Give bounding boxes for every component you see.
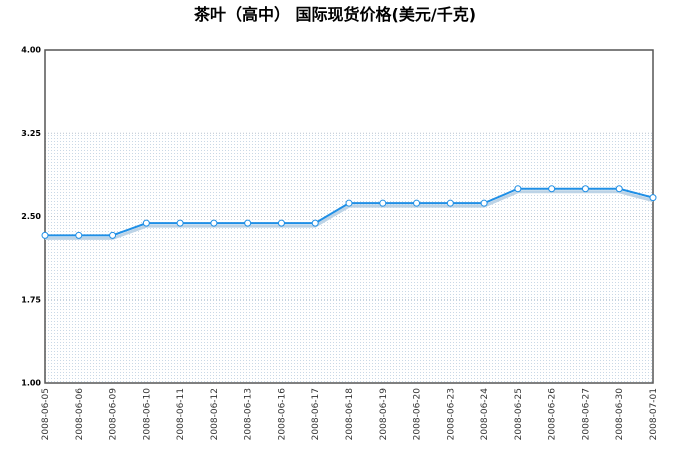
x-tick-label: 2008-07-01 <box>649 388 659 440</box>
x-tick-label: 2008-06-27 <box>581 388 591 440</box>
point <box>311 219 319 227</box>
x-tick-label: 2008-06-05 <box>41 388 51 440</box>
x-tick-label: 2008-06-20 <box>413 388 423 441</box>
x-tick-label: 2008-06-11 <box>176 388 186 440</box>
x-tick-label: 2008-06-16 <box>277 388 287 441</box>
point <box>615 185 623 193</box>
point <box>413 199 421 207</box>
point <box>277 219 285 227</box>
point <box>142 219 150 227</box>
point <box>649 194 657 202</box>
point <box>109 231 117 239</box>
x-tick-label: 2008-06-30 <box>615 388 625 441</box>
x-tick-label: 2008-06-19 <box>379 388 389 441</box>
point <box>210 219 218 227</box>
point <box>75 231 83 239</box>
point <box>176 219 184 227</box>
y-tick-label: 4.00 <box>21 46 41 55</box>
point <box>446 199 454 207</box>
point <box>345 199 353 207</box>
x-tick-label: 2008-06-23 <box>446 388 456 440</box>
point <box>548 185 556 193</box>
x-tick-label: 2008-06-09 <box>109 388 119 441</box>
point <box>581 185 589 193</box>
x-tick-label: 2008-06-13 <box>244 388 254 440</box>
y-tick-label: 2.50 <box>21 212 41 221</box>
y-tick-label: 1.00 <box>21 379 41 388</box>
point <box>41 231 49 239</box>
x-tick-label: 2008-06-12 <box>210 388 220 440</box>
x-tick-label: 2008-06-26 <box>548 388 558 441</box>
point <box>244 219 252 227</box>
chart-title: 茶叶（高中） 国际现货价格(美元/千克) <box>193 5 476 24</box>
point <box>480 199 488 207</box>
plot-border <box>44 49 654 384</box>
y-tick-label: 3.25 <box>21 129 41 138</box>
x-tick-label: 2008-06-25 <box>514 388 524 440</box>
x-tick-label: 2008-06-17 <box>311 388 321 440</box>
x-tick-label: 2008-06-24 <box>480 388 490 441</box>
plot-background <box>45 133 653 383</box>
point <box>379 199 387 207</box>
x-tick-label: 2008-06-06 <box>75 388 85 441</box>
point <box>514 185 522 193</box>
x-tick-label: 2008-06-10 <box>142 388 152 441</box>
x-tick-label: 2008-06-18 <box>345 388 355 441</box>
y-tick-label: 1.75 <box>21 295 41 304</box>
